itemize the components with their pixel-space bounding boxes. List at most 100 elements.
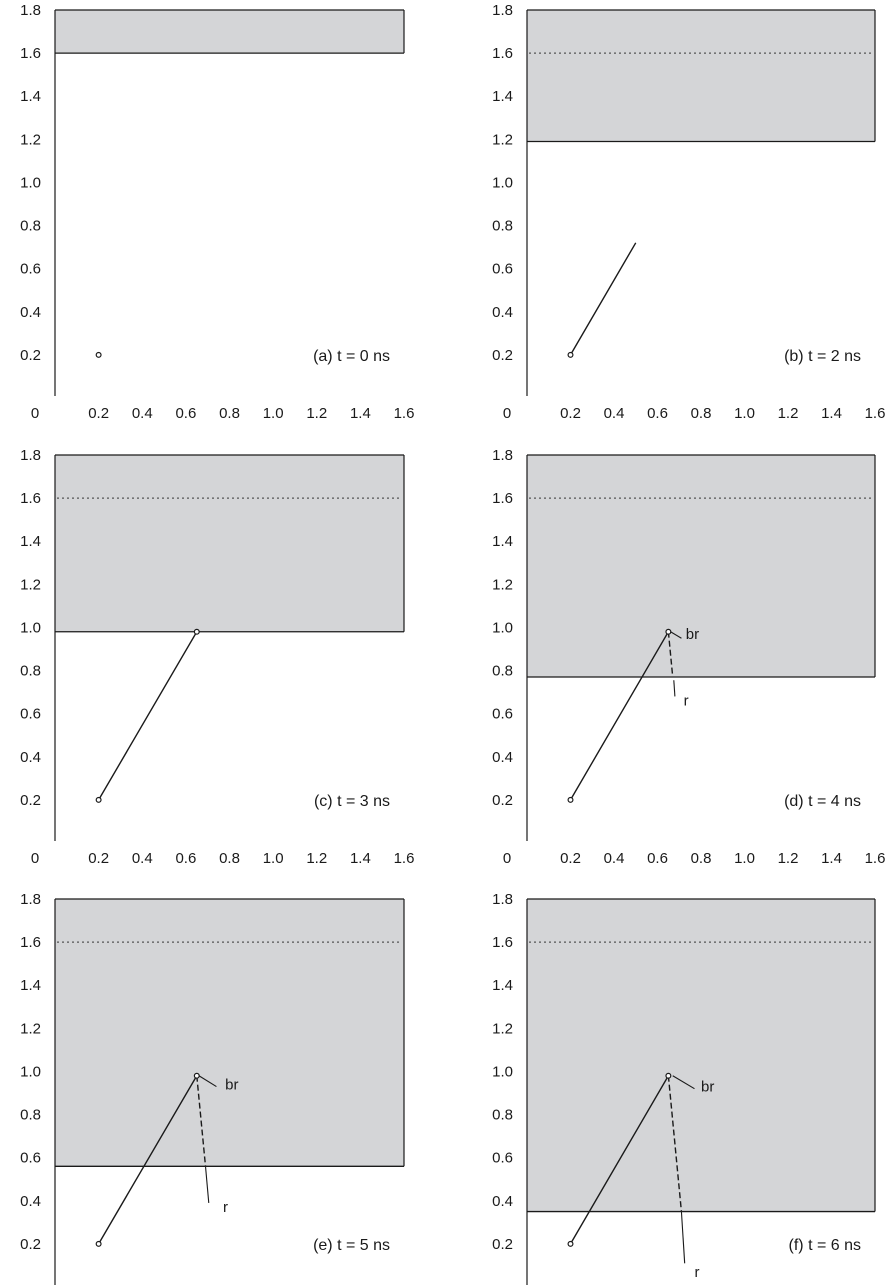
x-tick-label: 1.2 (778, 850, 799, 867)
y-tick-label: 0.2 (492, 792, 513, 809)
x-tick-label: 1.0 (734, 850, 755, 867)
data-point (95, 351, 102, 358)
x-tick-label: 0.8 (691, 405, 712, 422)
y-tick-label: 1.6 (492, 490, 513, 507)
annotation-br: br (225, 1076, 238, 1093)
y-tick-label: 1.4 (492, 977, 513, 994)
shaded-region (527, 455, 875, 678)
trajectory-line (98, 1075, 198, 1245)
y-tick-label: 1.4 (20, 88, 41, 105)
x-tick-label: 0.2 (88, 850, 109, 867)
data-point (665, 1072, 672, 1079)
y-tick-label: 0.2 (20, 792, 41, 809)
y-tick-label: 0.8 (492, 1107, 513, 1124)
data-point (193, 1072, 200, 1079)
x-tick-label: 0.2 (560, 405, 581, 422)
y-tick-label: 1.0 (492, 1063, 513, 1080)
x-tick-label: 1.2 (778, 405, 799, 422)
shaded-region (55, 10, 404, 54)
y-tick-label: 0.6 (492, 1150, 513, 1167)
data-point (95, 1240, 102, 1247)
panel-label: (e) t = 5 ns (313, 1237, 390, 1254)
x-tick-label: 1.6 (865, 405, 886, 422)
y-tick-label: 0.8 (492, 218, 513, 235)
y-tick-label: 1.0 (20, 619, 41, 636)
x-tick-label: 1.0 (263, 405, 284, 422)
y-tick-label: 1.0 (20, 174, 41, 191)
shaded-region (527, 899, 875, 1212)
y-tick-label: 1.0 (20, 1063, 41, 1080)
annotation-r: r (694, 1264, 699, 1281)
y-tick-label: 1.2 (20, 576, 41, 593)
x-tick-label: 0.6 (175, 850, 196, 867)
y-tick-label: 1.8 (492, 2, 513, 19)
x-tick-label: 0.2 (560, 850, 581, 867)
data-point (567, 796, 574, 803)
x-tick-label: 0.6 (647, 405, 668, 422)
y-tick-label: 0.6 (20, 261, 41, 278)
trajectory-line (569, 1075, 669, 1245)
y-tick-label: 1.2 (492, 131, 513, 148)
annotation-leader (204, 1166, 210, 1203)
x-tick-label: 0.4 (604, 405, 625, 422)
y-tick-label: 1.4 (492, 533, 513, 550)
annotation-br: br (686, 626, 699, 643)
panel-label: (c) t = 3 ns (314, 793, 390, 810)
panel-d: 0.2 0.4 0.6 0.8 1.0 1.2 1.4 1.6 1.8 0 0.2 0.4 0.6 0.8… (492, 447, 885, 867)
annotation-r: r (223, 1199, 228, 1216)
x-tick-label: 0.6 (647, 850, 668, 867)
x-tick-label: 0.8 (219, 405, 240, 422)
panel-a: 0.2 0.4 0.6 0.8 1.0 1.2 1.4 1.6 1.8 0 0.2 0.4 0.6 0.8… (20, 2, 414, 422)
y-tick-label: 1.8 (492, 891, 513, 908)
panel-label: (b) t = 2 ns (784, 348, 861, 365)
annotation-leader (672, 1075, 695, 1090)
panel-e: 0.20.40.60.81.01.21.41.61.800.20.40.60.8… (20, 891, 405, 1285)
x-tick-label: 0.4 (132, 405, 153, 422)
x-tick-label: 0.6 (175, 405, 196, 422)
data-point (665, 628, 672, 635)
y-tick-label: 0.6 (492, 261, 513, 278)
x-tick-label: 1.0 (734, 405, 755, 422)
x-tick-label: 1.6 (865, 850, 886, 867)
data-point (567, 351, 574, 358)
y-tick-label: 1.2 (20, 131, 41, 148)
shaded-region (55, 455, 404, 632)
reflected-path-line (667, 631, 674, 678)
x-tick-label: 0 (31, 405, 39, 422)
trajectory-line (569, 631, 669, 801)
y-tick-label: 1.6 (20, 490, 41, 507)
annotation-leader (198, 1075, 217, 1088)
panel-c: 0.2 0.4 0.6 0.8 1.0 1.2 1.4 1.6 1.8 0 0.2 0.4 0.6 0.8… (20, 447, 414, 867)
y-tick-label: 1.6 (20, 934, 41, 951)
trajectory-line (98, 631, 198, 801)
y-tick-label: 0.8 (20, 218, 41, 235)
x-tick-label: 1.0 (263, 850, 284, 867)
x-tick-label: 0 (503, 850, 511, 867)
x-tick-label: 1.4 (350, 850, 371, 867)
y-tick-label: 0.4 (492, 1193, 513, 1210)
y-tick-label: 1.6 (492, 934, 513, 951)
y-tick-label: 0.4 (20, 1193, 41, 1210)
y-tick-label: 0.2 (20, 347, 41, 364)
annotation-br: br (701, 1079, 714, 1096)
x-tick-label: 1.4 (821, 405, 842, 422)
x-tick-label: 0.8 (691, 850, 712, 867)
y-tick-label: 1.8 (20, 447, 41, 464)
y-tick-label: 1.2 (20, 1020, 41, 1037)
data-point (567, 1240, 574, 1247)
x-tick-label: 0 (503, 405, 511, 422)
x-tick-label: 1.2 (306, 405, 327, 422)
x-tick-label: 0.4 (132, 850, 153, 867)
y-tick-label: 0.8 (20, 1107, 41, 1124)
panel-label: (f) t = 6 ns (789, 1237, 861, 1254)
x-tick-label: 1.4 (350, 405, 371, 422)
reflected-path-line (667, 1075, 683, 1212)
reflected-path-line (196, 1075, 207, 1167)
y-tick-label: 0.4 (492, 749, 513, 766)
data-point (95, 796, 102, 803)
y-tick-label: 0.4 (20, 304, 41, 321)
x-tick-label: 1.6 (394, 405, 415, 422)
x-tick-label: 1.6 (394, 850, 415, 867)
y-tick-label: 1.4 (20, 533, 41, 550)
x-tick-label: 0.4 (604, 850, 625, 867)
